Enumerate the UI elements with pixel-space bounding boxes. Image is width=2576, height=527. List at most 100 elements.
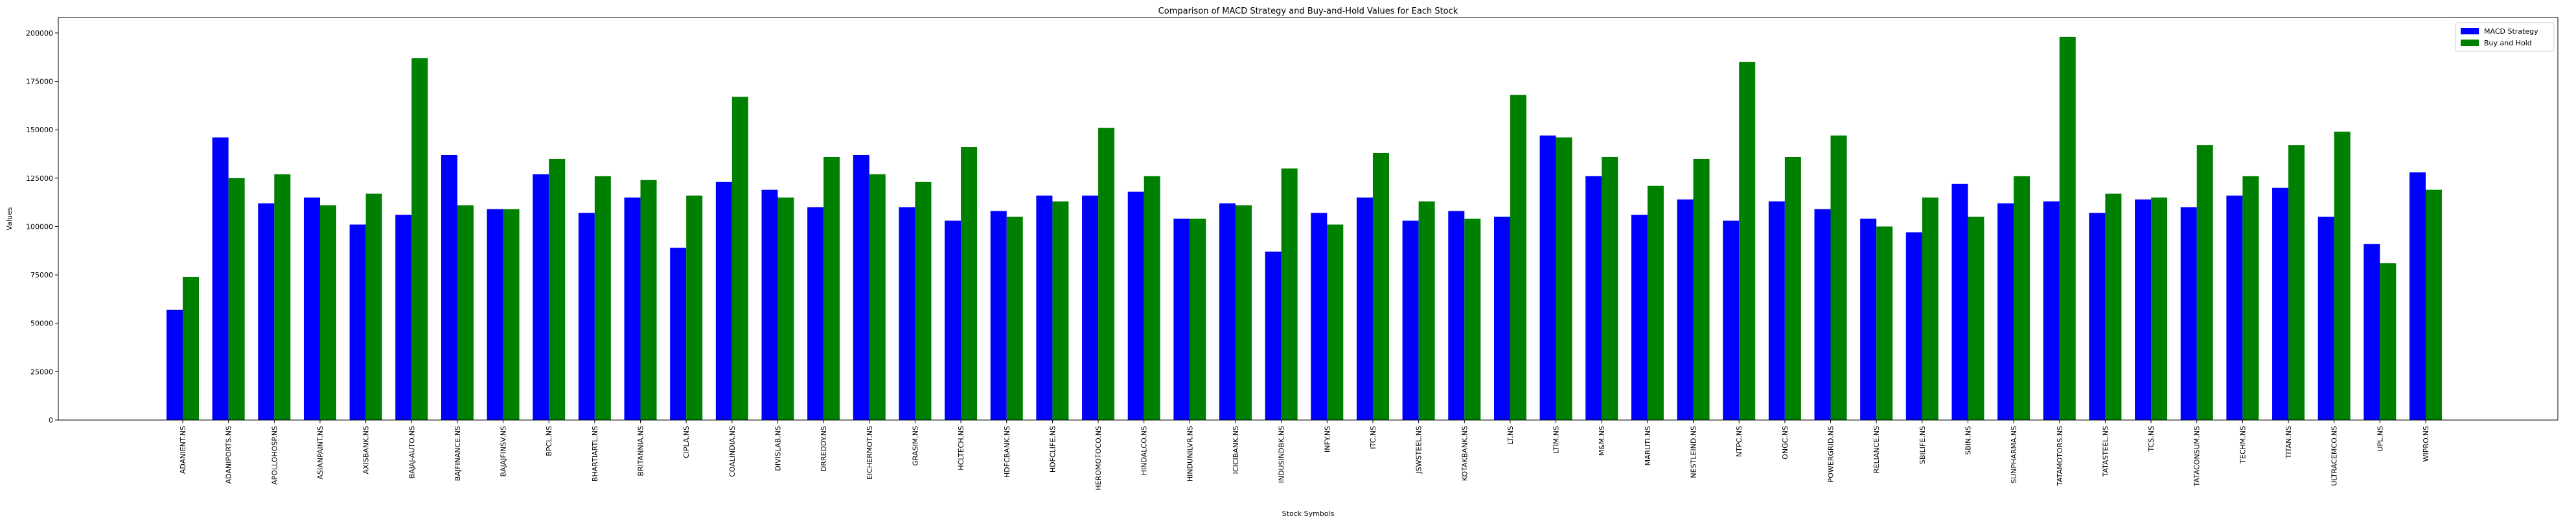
x-tick-label: HDFCLIFE.NS — [1048, 426, 1057, 473]
x-tick-label: WIPRO.NS — [2422, 426, 2430, 462]
x-tick-label: DRREDDY.NS — [820, 426, 828, 471]
y-tick-label: 25000 — [30, 368, 53, 376]
buyhold-bar-bajfinance-ns — [457, 205, 474, 420]
buyhold-bar-heromotoco-ns — [1098, 128, 1115, 420]
buyhold-bar-techm-ns — [2242, 176, 2259, 420]
macd-bar-ultracemco-ns — [2317, 217, 2334, 420]
buyhold-bar-bajajfinsv-ns — [503, 209, 520, 420]
buyhold-bar-powergrid-ns — [1830, 135, 1847, 421]
x-tick-label: ADANIENT.NS — [179, 426, 187, 474]
x-tick-label: CIPLA.NS — [682, 426, 691, 458]
macd-bar-hindunilvr-ns — [1173, 218, 1190, 420]
x-tick-label: TECHM.NS — [2238, 426, 2247, 464]
legend-swatch — [2461, 28, 2479, 34]
macd-bar-bajfinance-ns — [441, 154, 457, 421]
buyhold-bar-titan-ns — [2288, 145, 2305, 420]
y-axis: 0 25000 50000 75000 100000 125000 150000 175000… — [26, 29, 58, 425]
buyhold-bar-m-m-ns — [1602, 156, 1618, 420]
macd-bar-hdfclife-ns — [1036, 195, 1053, 420]
x-tick-label: AXISBANK.NS — [362, 426, 371, 474]
buyhold-bar-itc-ns — [1372, 152, 1389, 420]
buyhold-bar-ltim-ns — [1556, 137, 1572, 420]
plot-area — [167, 36, 2442, 421]
macd-bar-sunpharma-ns — [1997, 203, 2014, 420]
buyhold-bar-kotakbank-ns — [1464, 218, 1481, 420]
macd-bar-tatamotors-ns — [2043, 201, 2060, 420]
x-tick-label: JSWSTEEL.NS — [1415, 426, 1423, 474]
buyhold-bar-bpcl-ns — [549, 158, 566, 420]
x-tick-label: SBIN.NS — [1964, 426, 1972, 455]
macd-bar-drreddy-ns — [807, 207, 824, 420]
x-tick-label: DIVISLAB.NS — [774, 426, 782, 471]
buyhold-bar-infy-ns — [1327, 224, 1344, 420]
y-tick-label: 50000 — [30, 320, 53, 328]
macd-bar-bajaj-auto-ns — [395, 215, 412, 420]
x-tick-label: LTIM.NS — [1552, 426, 1561, 454]
buyhold-bar-cipla-ns — [686, 195, 703, 420]
buyhold-bar-reliance-ns — [1876, 226, 1893, 420]
x-tick-label: BAJFINANCE.NS — [454, 426, 462, 481]
x-tick-label: BRITANNIA.NS — [637, 426, 645, 476]
x-axis-label: Stock Symbols — [1282, 509, 1335, 518]
macd-bar-ntpc-ns — [1723, 220, 1740, 420]
macd-bar-cipla-ns — [670, 248, 687, 420]
buyhold-bar-hcltech-ns — [961, 147, 978, 420]
plot-frame — [58, 17, 2559, 421]
buyhold-bar-grasim-ns — [915, 182, 932, 420]
x-tick-label: LT.NS — [1506, 426, 1515, 445]
macd-bar-sbilife-ns — [1905, 232, 1922, 420]
buyhold-bar-apollohosp-ns — [274, 174, 291, 420]
x-tick-label: BHARTIARTL.NS — [591, 426, 599, 482]
x-tick-label: KOTAKBANK.NS — [1460, 426, 1469, 481]
macd-bar-coalindia-ns — [715, 182, 732, 420]
x-tick-label: ONGC.NS — [1781, 426, 1789, 460]
buyhold-bar-sbin-ns — [1968, 217, 1984, 420]
macd-bar-tatasteel-ns — [2089, 213, 2106, 420]
x-tick-label: HCLTECH.NS — [957, 426, 965, 471]
buyhold-bar-divislab-ns — [777, 197, 794, 420]
x-tick-label: NESTLEIND.NS — [1690, 426, 1698, 478]
x-tick-label: BPCL.NS — [545, 426, 553, 456]
macd-bar-indusindbk-ns — [1265, 252, 1282, 420]
macd-bar-bhartiartl-ns — [578, 213, 595, 420]
buyhold-bar-eichermot-ns — [869, 174, 886, 420]
x-tick-label: SBILIFE.NS — [1918, 426, 1927, 464]
x-tick-label: ITC.NS — [1369, 426, 1377, 449]
macd-bar-ongc-ns — [1768, 201, 1785, 420]
x-axis: ADANIENT.NS ADANIPORTS.NS APOLLOHOSP.NS ASI… — [179, 420, 2430, 491]
macd-bar-bpcl-ns — [533, 174, 549, 420]
buyhold-bar-drreddy-ns — [823, 156, 840, 420]
macd-bar-eichermot-ns — [853, 154, 869, 421]
x-tick-label: INDUSINDBK.NS — [1278, 426, 1286, 483]
macd-bar-adaniports-ns — [212, 137, 229, 420]
buyhold-bar-hindalco-ns — [1144, 176, 1160, 420]
y-tick-label: 175000 — [26, 78, 53, 86]
macd-bar-apollohosp-ns — [258, 203, 275, 420]
buyhold-bar-sbilife-ns — [1922, 197, 1938, 420]
x-tick-label: HINDALCO.NS — [1140, 426, 1149, 475]
macd-bar-britannia-ns — [624, 197, 641, 420]
buyhold-bar-sunpharma-ns — [2014, 176, 2030, 420]
x-tick-label: APOLLOHOSP.NS — [270, 426, 279, 485]
buyhold-bar-maruti-ns — [1647, 185, 1664, 420]
macd-bar-grasim-ns — [899, 207, 915, 420]
y-tick-label: 100000 — [26, 222, 53, 231]
buyhold-bar-upl-ns — [2380, 263, 2397, 420]
macd-bar-reliance-ns — [1860, 218, 1877, 420]
macd-bar-divislab-ns — [761, 189, 778, 420]
macd-bar-tataconsum-ns — [2180, 207, 2197, 420]
x-tick-label: RELIANCE.NS — [1872, 426, 1881, 473]
x-tick-label: TATASTEEL.NS — [2101, 426, 2110, 477]
x-tick-label: HINDUNILVR.NS — [1186, 426, 1194, 482]
macd-bar-titan-ns — [2272, 187, 2289, 420]
x-tick-label: HDFCBANK.NS — [1003, 426, 1011, 478]
buyhold-bar-asianpaint-ns — [319, 205, 336, 420]
x-tick-label: SUNPHARMA.NS — [2010, 426, 2018, 484]
legend-swatch — [2461, 40, 2479, 46]
buyhold-bar-ultracemco-ns — [2334, 132, 2351, 420]
y-tick-label: 125000 — [26, 174, 53, 183]
buyhold-bar-jswsteel-ns — [1418, 201, 1435, 420]
x-tick-label: POWERGRID.NS — [1827, 426, 1835, 482]
y-tick-label: 0 — [49, 416, 53, 425]
